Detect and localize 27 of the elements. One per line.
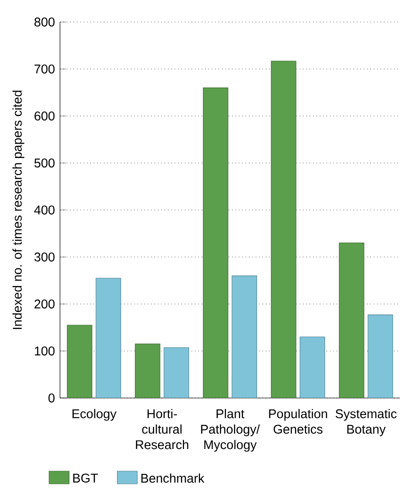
y-tick-label: 600 (34, 112, 55, 120)
x-tick-label: Population Genetics (269, 408, 328, 434)
bar (96, 278, 122, 398)
y-tick-label: 500 (34, 158, 55, 168)
x-tick-label: Plant Pathology/ Mycology (201, 408, 260, 452)
bar (164, 347, 190, 398)
y-tick-label: 300 (34, 252, 55, 262)
bar (368, 314, 394, 398)
bar (270, 60, 296, 398)
y-axis-title: Indexed no. of times research papers cited (12, 90, 24, 329)
bar (134, 344, 160, 398)
bar (338, 242, 364, 398)
legend-label: BGT (73, 474, 98, 483)
x-tick-label: Systematic Botany (336, 408, 397, 436)
x-tick-label: Horti-cultural Research (136, 408, 188, 450)
bar (232, 276, 258, 398)
bar (202, 88, 228, 398)
x-tick-label: Ecology (72, 408, 116, 421)
bar (300, 336, 326, 398)
y-tick-label: 100 (34, 346, 55, 356)
bar (66, 324, 92, 398)
y-tick-label: 0 (48, 394, 55, 402)
y-tick-label: 200 (34, 300, 55, 308)
y-tick-label: 400 (34, 206, 55, 214)
y-tick-label: 800 (34, 18, 55, 27)
y-tick-label: 700 (34, 64, 55, 74)
legend-label: Benchmark (141, 473, 204, 483)
